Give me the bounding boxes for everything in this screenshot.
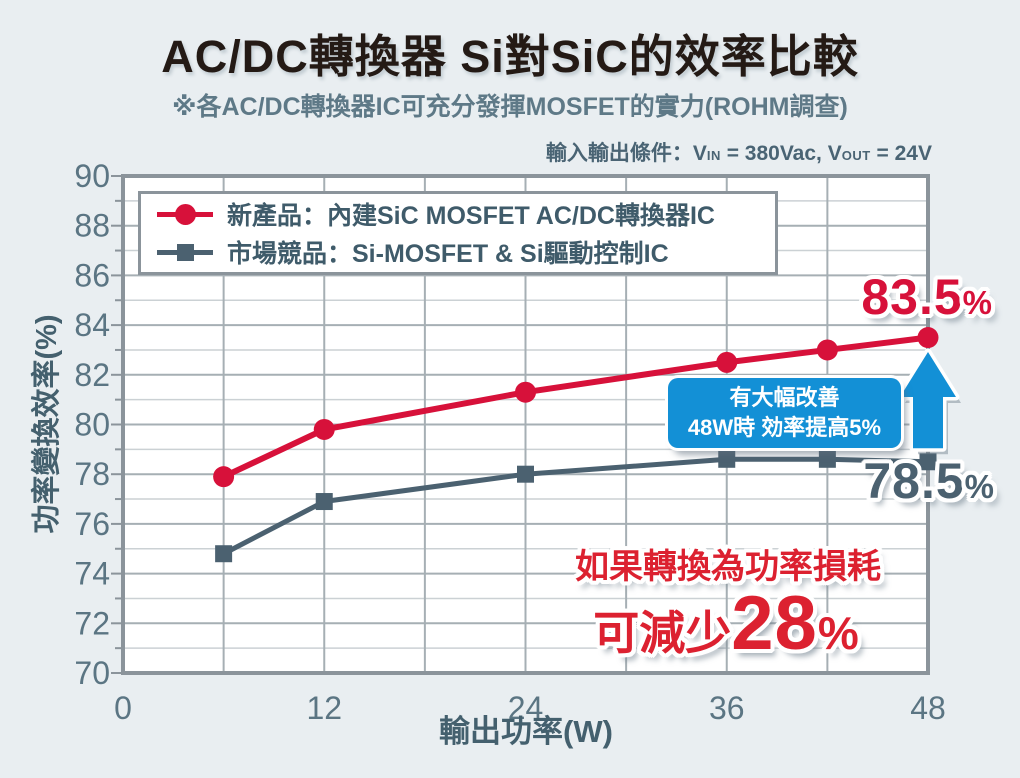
y-tick-label: 76 [74, 506, 110, 542]
x-tick-label: 36 [709, 690, 745, 726]
data-point-competitor [919, 453, 937, 471]
data-point-competitor [215, 545, 233, 563]
page-title: AC/DC轉換器 Si對SiC的效率比較 [161, 31, 859, 82]
y-tick-label: 80 [74, 407, 110, 443]
peak-value-competitor-unit: % [964, 468, 994, 505]
legend-item-new-product: 新產品：內建SiC MOSFET AC/DC轉換器IC [157, 198, 775, 231]
x-axis-title: 輸出功率(W) [439, 714, 613, 749]
data-point-new [816, 339, 838, 361]
vout-value: = 24V [870, 142, 932, 165]
data-point-new [917, 327, 939, 349]
power-loss-reduction: 可減少 28% [558, 584, 894, 664]
peak-value-competitor-number: 78.5 [863, 453, 965, 509]
improvement-callout-line1: 有大幅改善 [729, 385, 840, 410]
legend-square-marker-icon [157, 240, 213, 264]
io-condition: 輸入輸出條件：VIN = 380Vac, VOUT = 24V [546, 137, 932, 167]
y-tick-label: 88 [74, 208, 110, 244]
data-point-competitor [315, 493, 333, 511]
legend-label: 市場競品：Si-MOSFET & Si驅動控制IC [227, 240, 669, 268]
vin-symbol: V [692, 142, 707, 165]
y-tick-label: 84 [74, 307, 110, 343]
vout-subscript: OUT [841, 148, 871, 163]
peak-value-new: 83.5% [861, 268, 992, 326]
y-tick-label: 82 [74, 357, 110, 393]
x-tick-label: 48 [910, 690, 946, 726]
power-loss-value: 28 [731, 581, 818, 666]
y-tick-label: 90 [74, 158, 110, 194]
improvement-callout: 有大幅改善 48W時 効率提高5% [668, 378, 901, 448]
up-arrow-icon [896, 348, 960, 452]
x-tick-label: 12 [306, 690, 342, 726]
power-loss-prefix: 可減少 [593, 607, 732, 659]
vin-subscript: IN [706, 148, 721, 163]
legend-item-competitor: 市場競品：Si-MOSFET & Si驅動控制IC [157, 236, 775, 269]
power-loss-unit: % [817, 607, 859, 659]
peak-value-new-unit: % [962, 284, 992, 321]
y-tick-label: 72 [74, 605, 110, 641]
data-point-new [213, 466, 235, 488]
x-tick-label: 24 [508, 690, 544, 726]
vin-value: = 380Vac, [720, 142, 828, 165]
legend-label: 新產品：內建SiC MOSFET AC/DC轉換器IC [227, 202, 715, 230]
peak-value-new-number: 83.5 [861, 269, 963, 325]
io-condition-label: 輸入輸出條件： [545, 142, 693, 165]
data-point-new [515, 381, 536, 403]
peak-value-competitor: 78.5% [863, 452, 994, 510]
subtitle-note: ※各AC/DC轉換器IC可充分發揮MOSFET的實力(ROHM調查) [172, 93, 848, 121]
x-tick-label: 0 [114, 690, 132, 726]
vout-symbol: V [827, 142, 842, 165]
improvement-callout-line2: 48W時 効率提高5% [687, 415, 882, 440]
y-tick-label: 78 [74, 456, 110, 492]
y-tick-label: 74 [74, 556, 110, 592]
chart-legend: 新產品：內建SiC MOSFET AC/DC轉換器IC 市場競品：Si-MOSF… [138, 191, 778, 275]
data-point-competitor [818, 450, 836, 468]
legend-circle-marker-icon [157, 202, 213, 226]
y-tick-label: 70 [74, 655, 110, 691]
series-line-new [220, 334, 931, 480]
data-point-competitor [517, 465, 534, 483]
power-loss-caption: 如果轉換為功率損耗 [575, 548, 881, 586]
series-line-competitor [221, 456, 931, 557]
y-tick-label: 86 [74, 257, 110, 293]
data-point-competitor [718, 450, 736, 468]
data-point-new [716, 351, 738, 373]
data-point-new [313, 418, 335, 440]
